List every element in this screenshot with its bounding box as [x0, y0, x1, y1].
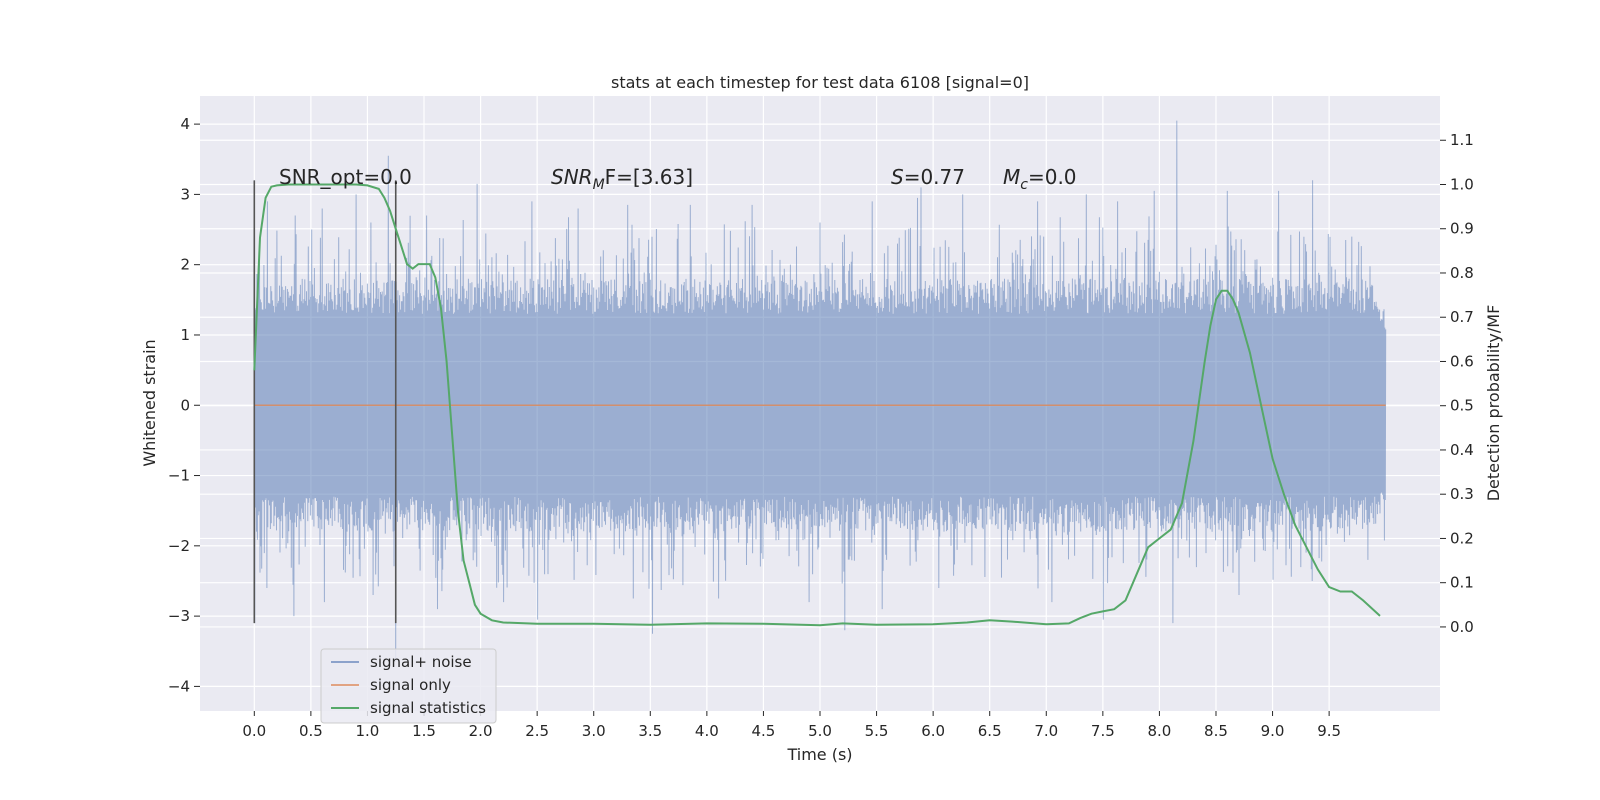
y-left-tick-label: 4 [180, 115, 190, 133]
x-tick-label: 2.0 [469, 722, 493, 740]
s-value: =0.77 [904, 165, 965, 189]
statistics-series [253, 183, 1381, 627]
s-annotation: S=0.77 [891, 165, 965, 189]
y-left-tick-label: 3 [180, 185, 190, 203]
y-left-axis-ticks: 4 3 2 1 0 −1 −2 −3 −4 [168, 115, 200, 695]
y-left-tick-label: 2 [180, 256, 190, 274]
x-tick-label: 0.0 [242, 722, 266, 740]
snr-mf-value: F=[3.63] [605, 165, 693, 189]
y-right-tick-label: 0.2 [1450, 529, 1474, 547]
mc-subscript: c [1020, 177, 1028, 193]
x-tick-label: 4.5 [752, 722, 776, 740]
s-label: S [891, 165, 904, 189]
snr-opt-annotation: SNR_opt=0.0 [279, 165, 412, 189]
vertical-markers [253, 180, 397, 624]
y-left-tick-label: −3 [168, 607, 190, 625]
y-right-tick-label: 0.5 [1450, 397, 1474, 415]
x-tick-label: 3.0 [582, 722, 606, 740]
x-tick-label: 1.5 [412, 722, 436, 740]
y-left-tick-label: 0 [180, 396, 190, 414]
x-tick-label: 3.5 [638, 722, 662, 740]
y-right-tick-label: 1.0 [1450, 175, 1474, 193]
mc-value: =0.0 [1028, 165, 1077, 189]
x-axis-ticks: 0.0 0.5 1.0 1.5 2.0 2.5 3.0 3.5 4.0 4.5 5.0 5.5 6.0 6… [242, 711, 1341, 740]
y-left-tick-label: 1 [180, 326, 190, 344]
snr-mf-label: SNR [551, 165, 593, 189]
y-left-tick-label: −4 [168, 677, 190, 695]
y-right-tick-label: 0.7 [1450, 308, 1474, 326]
legend-box [320, 648, 497, 724]
y-right-tick-label: 0.8 [1450, 264, 1474, 282]
snr-mf-annotation: SNRMF=[3.63] [551, 165, 693, 193]
y-right-tick-label: 0.6 [1450, 352, 1474, 370]
x-tick-label: 5.0 [808, 722, 832, 740]
statistics-line [253, 183, 1381, 627]
y-left-axis-label: Whitened strain [140, 339, 159, 466]
x-tick-label: 8.0 [1147, 722, 1171, 740]
x-tick-label: 4.0 [695, 722, 719, 740]
legend-label-signal-only: signal only [370, 676, 451, 694]
x-tick-label: 1.0 [356, 722, 380, 740]
noise-series [253, 120, 1387, 662]
y-right-axis-label: Detection probability/MF [1484, 305, 1503, 502]
x-tick-label: 9.5 [1317, 722, 1341, 740]
legend: signal+ noise signal only signal statist… [320, 648, 497, 724]
x-tick-label: 0.5 [299, 722, 323, 740]
noise-line [253, 120, 1387, 662]
y-right-axis-ticks: 1.1 1.0 0.9 0.8 0.7 0.6 0.5 0.4 0.3 0.2 0.1 0.0 [1440, 131, 1474, 636]
y-right-tick-label: 0.1 [1450, 574, 1474, 592]
mc-annotation: Mc=0.0 [1003, 165, 1077, 193]
x-tick-label: 9.0 [1261, 722, 1285, 740]
x-tick-label: 7.0 [1034, 722, 1058, 740]
chart-title: stats at each timestep for test data 610… [611, 73, 1029, 92]
y-right-tick-label: 0.4 [1450, 441, 1474, 459]
x-tick-label: 6.0 [921, 722, 945, 740]
x-tick-label: 7.5 [1091, 722, 1115, 740]
y-right-tick-label: 0.3 [1450, 485, 1474, 503]
x-tick-label: 6.5 [978, 722, 1002, 740]
y-left-tick-label: −2 [168, 537, 190, 555]
y-right-tick-label: 0.9 [1450, 220, 1474, 238]
mc-label: M [1003, 165, 1020, 189]
x-tick-label: 8.5 [1204, 722, 1228, 740]
snr-mf-subscript: M [593, 177, 605, 193]
legend-label-statistics: signal statistics [370, 699, 486, 717]
x-tick-label: 2.5 [525, 722, 549, 740]
y-left-tick-label: −1 [168, 467, 190, 485]
x-axis-label: Time (s) [786, 745, 852, 764]
legend-label-noise: signal+ noise [370, 653, 472, 671]
y-right-tick-label: 1.1 [1450, 131, 1474, 149]
x-tick-label: 5.5 [865, 722, 889, 740]
y-right-tick-label: 0.0 [1450, 618, 1474, 636]
